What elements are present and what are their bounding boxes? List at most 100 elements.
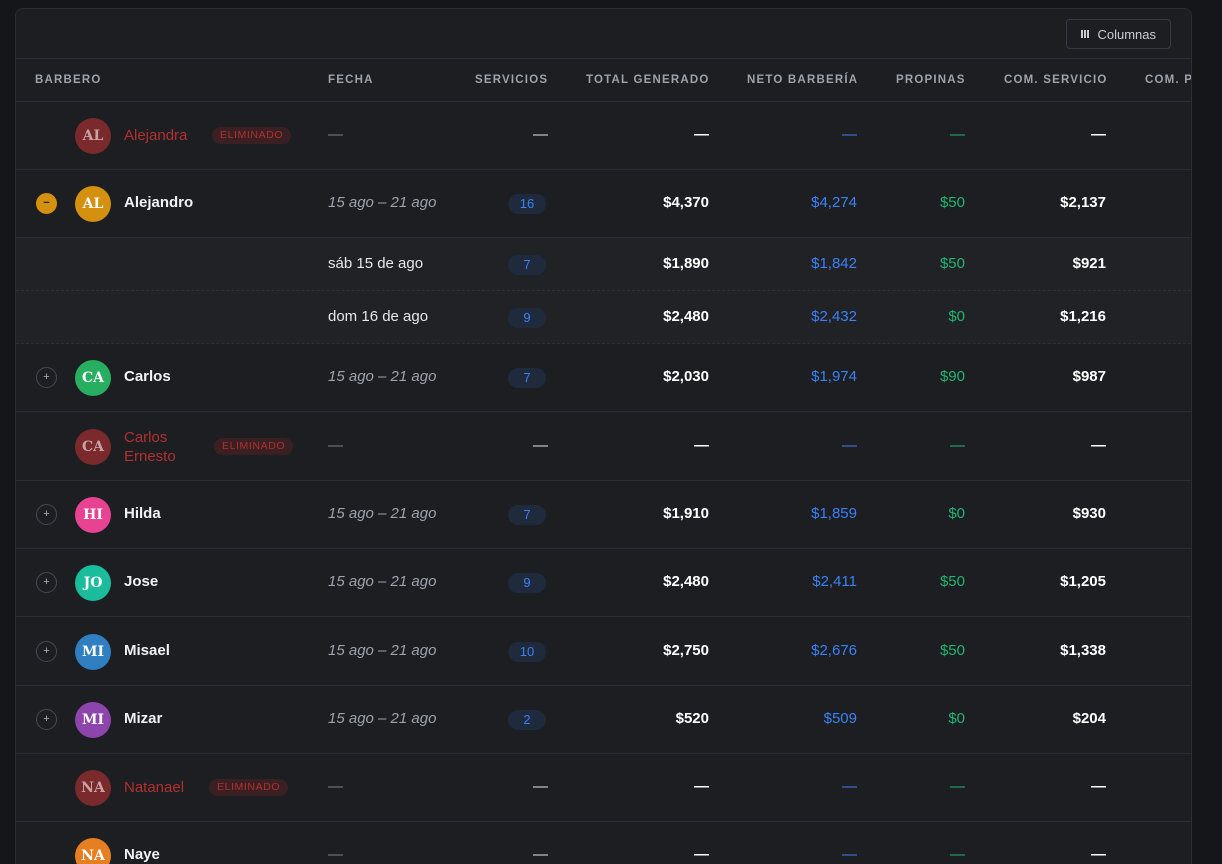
tips-cell: $90	[939, 368, 965, 385]
neto-cell: $2,411	[812, 573, 857, 590]
commission-cell: $1,338	[1060, 641, 1106, 659]
header-com-servicio[interactable]: COM. SERVICIO	[1004, 74, 1108, 86]
date-cell: sáb 15 de ago	[328, 254, 424, 272]
table-row[interactable]: + JO Jose 15 ago – 21 ago 9 $2,480 $2,411 $50 $1…	[16, 549, 1191, 617]
tips-cell: $0	[948, 710, 965, 727]
table-row[interactable]: CA Carlos Ernesto ELIMINADO — — — — — —	[16, 412, 1191, 481]
date-cell: 15 ago – 21 ago	[328, 505, 437, 522]
date-cell: 15 ago – 21 ago	[328, 573, 437, 590]
barber-name: Hilda	[124, 505, 161, 522]
collapse-row-button[interactable]: −	[36, 193, 57, 214]
services-count-badge: 10	[508, 641, 546, 662]
barber-name: Jose	[124, 573, 159, 590]
barber-name: Natanael	[124, 779, 185, 796]
neto-cell: —	[842, 778, 857, 795]
date-cell: 15 ago – 21 ago	[328, 368, 437, 385]
header-total-generado[interactable]: TOTAL GENERADO	[586, 74, 710, 86]
neto-cell: $1,859	[811, 505, 857, 522]
neto-cell: $1,842	[811, 254, 857, 272]
date-cell: —	[328, 846, 343, 863]
table-row[interactable]: + HI Hilda 15 ago – 21 ago 7 $1,910 $1,859 $0 $9…	[16, 481, 1191, 549]
commission-cell: —	[1091, 778, 1106, 795]
date-cell: 15 ago – 21 ago	[328, 710, 437, 727]
table-toolbar: Columnas	[16, 9, 1191, 59]
date-cell: 15 ago – 21 ago	[328, 194, 437, 211]
tips-cell: $50	[939, 254, 965, 272]
avatar: JO	[75, 565, 111, 601]
date-cell: —	[328, 126, 343, 143]
expand-row-button[interactable]: +	[36, 640, 57, 662]
commission-cell: $2,137	[1060, 194, 1106, 211]
table-row[interactable]: − AL Alejandro 15 ago – 21 ago 16 $4,370 $4,27…	[16, 170, 1191, 238]
total-cell: $2,030	[663, 368, 709, 385]
table-subrow[interactable]: sáb 15 de ago 7 $1,890 $1,842 $50 $921	[16, 238, 1191, 291]
commission-cell: $1,216	[1060, 307, 1106, 325]
expand-row-button[interactable]: +	[36, 709, 57, 730]
services-count-badge: 9	[508, 307, 546, 328]
date-cell: dom 16 de ago	[328, 307, 429, 325]
total-cell: —	[694, 436, 709, 454]
tips-cell: —	[950, 846, 965, 863]
neto-cell: $2,676	[811, 641, 857, 659]
neto-cell: $509	[823, 710, 857, 727]
avatar: MI	[75, 702, 111, 738]
expand-row-button[interactable]: +	[36, 504, 57, 525]
table-header: BARBERO FECHA SERVICIOS TOTAL GENERADO N…	[16, 59, 1191, 102]
table-subrow[interactable]: dom 16 de ago 9 $2,480 $2,432 $0 $1,216	[16, 291, 1191, 344]
neto-cell: $4,274	[811, 194, 857, 211]
services-count-badge: 7	[508, 368, 546, 388]
table-row[interactable]: + MI Mizar 15 ago – 21 ago 2 $520 $509 $0 $204	[16, 686, 1191, 754]
header-fecha[interactable]: FECHA	[328, 74, 374, 86]
barber-name-line2: Ernesto	[124, 447, 176, 465]
total-cell: —	[694, 846, 709, 863]
barber-name: Carlos Ernesto	[124, 428, 176, 466]
table-row[interactable]: NA Naye — — — — — —	[16, 822, 1191, 864]
tips-cell: —	[950, 126, 965, 143]
date-cell: 15 ago – 21 ago	[328, 641, 437, 659]
services-count-badge: 7	[508, 505, 546, 525]
total-cell: $2,480	[663, 573, 709, 590]
date-cell: —	[328, 778, 343, 795]
total-cell: $4,370	[663, 194, 709, 211]
tips-cell: $50	[939, 573, 965, 590]
services-count-badge: 7	[508, 254, 546, 275]
barber-name: Carlos	[124, 368, 171, 385]
services-count-badge: 2	[508, 710, 546, 730]
neto-cell: —	[842, 436, 857, 454]
header-barbero[interactable]: BARBERO	[35, 74, 102, 86]
columns-icon	[1081, 30, 1090, 38]
total-cell: $1,910	[663, 505, 709, 522]
neto-cell: —	[842, 126, 857, 143]
header-servicios[interactable]: SERVICIOS	[475, 74, 549, 86]
expand-row-button[interactable]: +	[36, 572, 57, 593]
expand-row-button[interactable]: +	[36, 367, 57, 388]
commission-cell: $204	[1072, 710, 1106, 727]
columns-button[interactable]: Columnas	[1066, 19, 1171, 49]
total-cell: —	[694, 126, 709, 143]
table-row[interactable]: + MI Misael 15 ago – 21 ago 10 $2,750 $2,676 $5…	[16, 617, 1191, 686]
neto-cell: —	[842, 846, 857, 863]
total-cell: $2,480	[663, 307, 709, 325]
table-row[interactable]: AL Alejandra ELIMINADO — — — — — —	[16, 102, 1191, 170]
deleted-badge: ELIMINADO	[209, 779, 289, 796]
table-body: AL Alejandra ELIMINADO — — — — — — − AL Alejandro 15…	[16, 102, 1191, 864]
table-row[interactable]: NA Natanael ELIMINADO — — — — — —	[16, 754, 1191, 822]
tips-cell: —	[950, 778, 965, 795]
tips-cell: $50	[939, 641, 965, 659]
table-row[interactable]: + CA Carlos 15 ago – 21 ago 7 $2,030 $1,974 $90…	[16, 344, 1191, 412]
commission-cell: —	[1091, 846, 1106, 863]
barber-name: Alejandra	[124, 127, 188, 144]
services-cell: —	[533, 436, 548, 454]
deleted-badge: ELIMINADO	[214, 437, 294, 455]
avatar: AL	[75, 118, 111, 154]
neto-cell: $2,432	[811, 307, 857, 325]
avatar: CA	[75, 360, 111, 396]
avatar: MI	[75, 633, 111, 670]
header-com-p[interactable]: COM. P	[1145, 74, 1192, 86]
total-cell: $1,890	[663, 254, 709, 272]
header-neto-barberia[interactable]: NETO BARBERÍA	[747, 74, 859, 86]
services-count-badge: 9	[508, 573, 546, 593]
avatar: NA	[75, 838, 111, 864]
tips-cell: —	[950, 436, 965, 454]
header-propinas[interactable]: PROPINAS	[896, 74, 966, 86]
